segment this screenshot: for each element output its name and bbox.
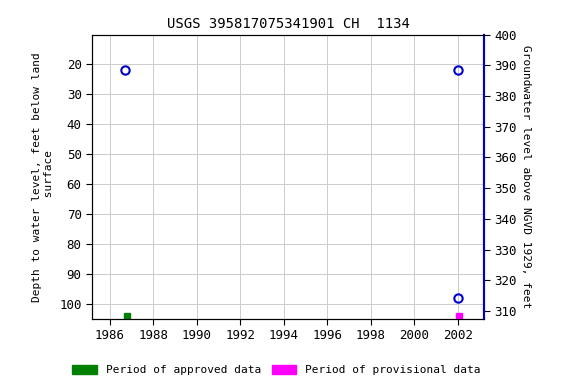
Legend: Period of approved data, Period of provisional data: Period of approved data, Period of provi…	[69, 361, 484, 379]
Y-axis label: Groundwater level above NGVD 1929, feet: Groundwater level above NGVD 1929, feet	[521, 45, 530, 308]
Y-axis label: Depth to water level, feet below land
 surface: Depth to water level, feet below land su…	[32, 52, 54, 301]
Title: USGS 395817075341901 CH  1134: USGS 395817075341901 CH 1134	[166, 17, 410, 31]
